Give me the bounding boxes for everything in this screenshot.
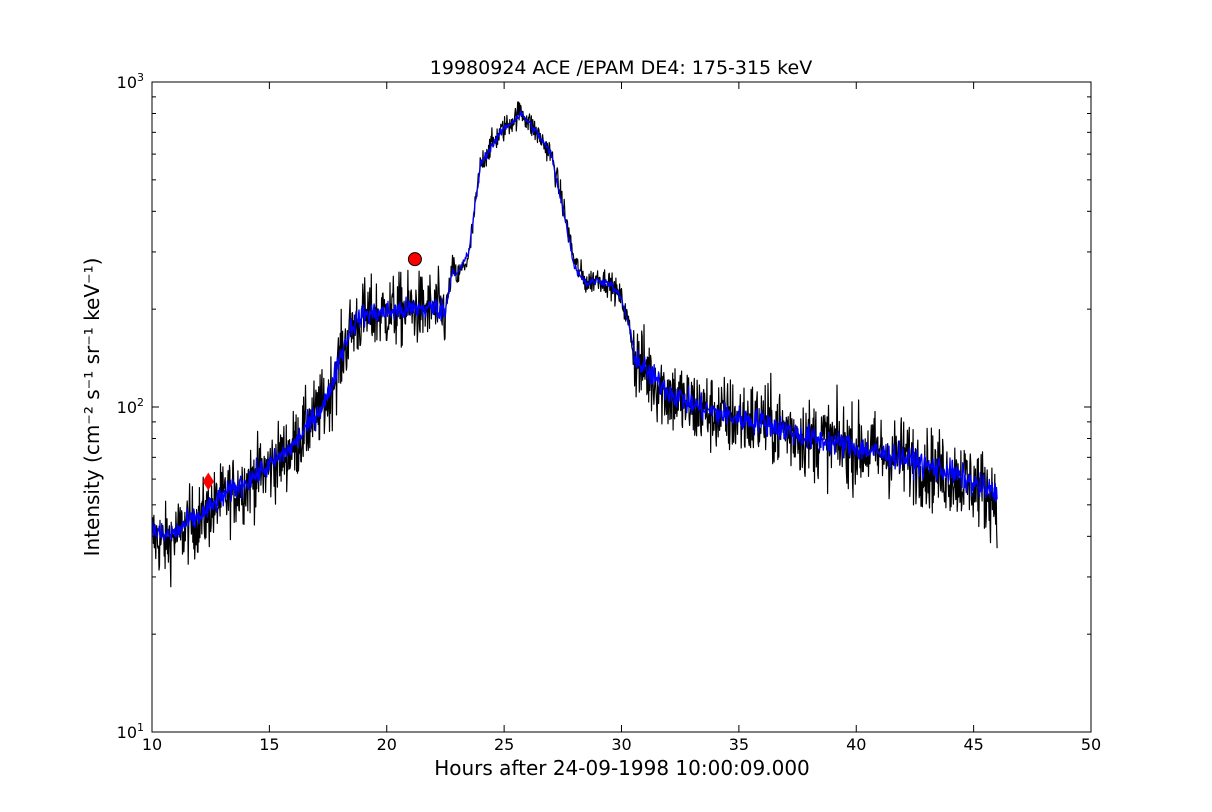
x-tick-label: 35 xyxy=(729,735,749,754)
series-raw-line xyxy=(151,101,998,588)
y-tick-label: 103 xyxy=(117,71,144,92)
x-tick-label: 15 xyxy=(259,735,279,754)
event-marker-circle xyxy=(407,252,422,267)
series-smoothed-line xyxy=(151,110,998,542)
x-tick-label: 40 xyxy=(846,735,866,754)
y-axis-label: Intensity (cm⁻² s⁻¹ sr⁻¹ keV⁻¹) xyxy=(80,258,104,557)
x-tick-label: 10 xyxy=(142,735,162,754)
series-layer xyxy=(151,101,998,588)
plot-frame xyxy=(151,81,1092,733)
x-tick-label: 25 xyxy=(494,735,514,754)
x-tick-label: 30 xyxy=(611,735,631,754)
chart-title: 19980924 ACE /EPAM DE4: 175-315 keV xyxy=(430,57,812,79)
y-tick-label: 101 xyxy=(117,721,144,742)
marker-layer xyxy=(202,252,422,491)
x-tick-label: 20 xyxy=(377,735,397,754)
x-tick-label: 50 xyxy=(1081,735,1101,754)
x-axis-label: Hours after 24-09-1998 10:00:09.000 xyxy=(434,756,810,780)
y-tick-label: 102 xyxy=(117,396,144,417)
x-tick-label: 45 xyxy=(963,735,983,754)
tick-layer: 10 15 20 25 30 35 40 45 50 101 102 103 xyxy=(117,71,1102,754)
event-marker-diamond xyxy=(202,472,214,491)
